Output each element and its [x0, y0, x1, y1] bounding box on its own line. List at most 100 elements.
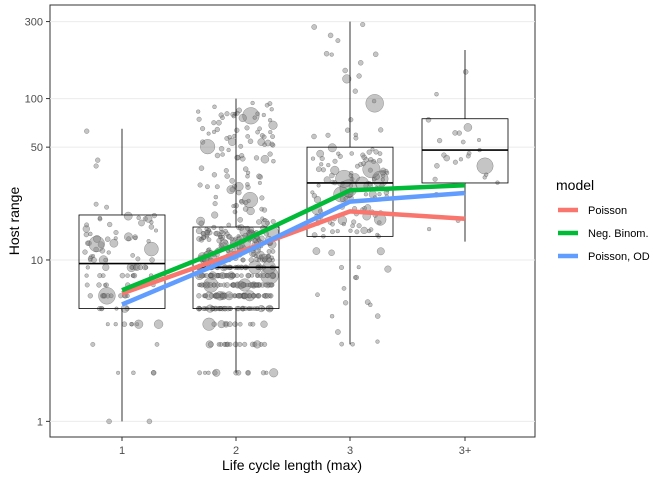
- data-point: [265, 293, 271, 299]
- data-point: [323, 50, 330, 57]
- data-point: [242, 191, 259, 208]
- data-point: [270, 134, 276, 140]
- data-point: [268, 120, 278, 130]
- data-point: [257, 126, 262, 132]
- data-point: [262, 257, 268, 263]
- data-point: [245, 170, 251, 175]
- data-point: [214, 293, 220, 299]
- data-point: [256, 173, 262, 180]
- data-point: [84, 222, 90, 228]
- data-point: [133, 235, 138, 241]
- data-point: [224, 135, 230, 141]
- data-point: [216, 293, 221, 299]
- data-point: [143, 265, 149, 270]
- data-point: [222, 341, 228, 347]
- data-point: [232, 209, 238, 215]
- data-point: [196, 216, 206, 226]
- data-point: [136, 215, 141, 221]
- data-point: [109, 238, 119, 248]
- data-point: [220, 115, 225, 121]
- data-point: [227, 321, 233, 328]
- data-point: [261, 273, 267, 279]
- data-point: [315, 166, 322, 173]
- x-tick-label: 1: [119, 445, 125, 457]
- data-point: [368, 227, 374, 232]
- data-point: [212, 104, 217, 110]
- data-point: [242, 341, 248, 347]
- box: [306, 146, 394, 237]
- data-point: [350, 223, 355, 229]
- data-point: [239, 199, 245, 205]
- data-point: [262, 217, 267, 223]
- data-point: [425, 117, 432, 123]
- data-point: [153, 228, 159, 233]
- data-point: [202, 317, 216, 331]
- data-point: [342, 67, 348, 74]
- data-point: [462, 69, 469, 75]
- data-point: [476, 157, 494, 175]
- data-point: [82, 225, 90, 233]
- data-point: [339, 196, 346, 202]
- data-point: [150, 370, 156, 376]
- data-point: [151, 212, 157, 219]
- data-point: [217, 273, 223, 279]
- data-point: [456, 130, 462, 136]
- data-point: [234, 127, 240, 133]
- data-point: [135, 322, 140, 327]
- plot-panel: [49, 4, 536, 438]
- data-point: [245, 369, 251, 376]
- data-point: [353, 135, 359, 141]
- data-point: [269, 141, 275, 147]
- data-point: [113, 322, 118, 327]
- data-point: [95, 157, 101, 163]
- data-point: [85, 265, 90, 270]
- data-point: [119, 272, 126, 279]
- data-point: [434, 163, 440, 169]
- data-point: [265, 272, 271, 279]
- data-point: [239, 282, 245, 288]
- data-point: [261, 207, 268, 213]
- data-point: [313, 195, 322, 204]
- data-point: [146, 239, 151, 244]
- data-point: [211, 282, 217, 288]
- data-point: [202, 370, 208, 375]
- data-point: [238, 143, 244, 149]
- data-point: [214, 152, 221, 159]
- data-point: [255, 129, 260, 135]
- data-point: [241, 292, 248, 299]
- data-point: [245, 134, 251, 139]
- data-point: [105, 293, 111, 299]
- data-point: [221, 272, 227, 279]
- data-point: [207, 282, 214, 288]
- data-point: [268, 282, 274, 288]
- data-point: [342, 74, 352, 84]
- y-tick-label: 10: [31, 255, 43, 267]
- data-point: [88, 231, 93, 237]
- data-point: [256, 219, 262, 225]
- data-point: [231, 204, 236, 209]
- data-point: [212, 201, 218, 207]
- data-point: [268, 129, 273, 135]
- data-point: [463, 123, 473, 132]
- data-point: [260, 320, 268, 328]
- data-point: [211, 120, 217, 126]
- data-point: [228, 137, 237, 146]
- data-point: [197, 370, 203, 376]
- data-point: [262, 142, 267, 147]
- data-point: [271, 158, 276, 164]
- data-point: [203, 273, 210, 279]
- y-tick-label: 1: [37, 416, 43, 428]
- data-point: [351, 219, 357, 225]
- data-point: [257, 180, 262, 185]
- data-point: [325, 132, 331, 138]
- data-point: [245, 174, 250, 179]
- data-point: [226, 147, 231, 153]
- data-point: [224, 173, 230, 179]
- data-point: [196, 116, 202, 122]
- data-point: [246, 206, 255, 216]
- data-point: [326, 162, 331, 168]
- data-point: [348, 173, 354, 178]
- data-point: [226, 222, 232, 228]
- data-point: [466, 150, 472, 156]
